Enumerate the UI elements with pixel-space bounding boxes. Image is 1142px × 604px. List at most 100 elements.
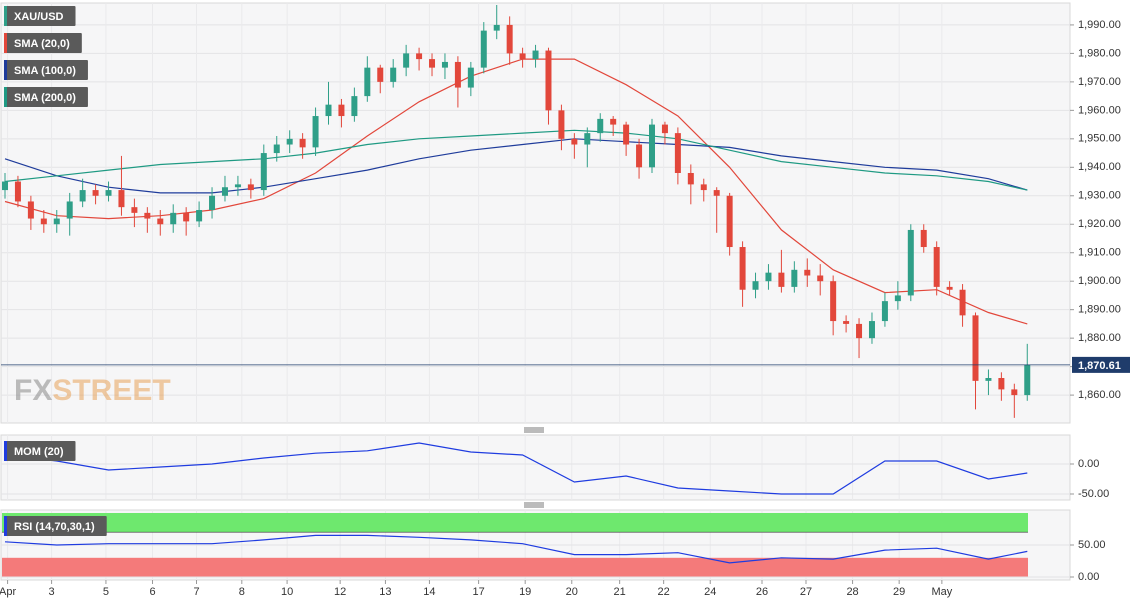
candle-body <box>118 190 125 208</box>
candle-body <box>661 124 668 134</box>
candle-body <box>377 67 384 82</box>
candle-body <box>403 53 410 68</box>
y-tick-label: 1,950.00 <box>1078 133 1121 145</box>
candle-body <box>260 153 267 191</box>
candle-body <box>791 269 798 287</box>
candle-body <box>674 133 681 173</box>
candle-body <box>14 181 21 202</box>
watermark: FXSTREET <box>14 374 171 407</box>
candle-body <box>519 53 526 60</box>
x-tick-label: 22 <box>658 586 670 598</box>
candle-body <box>338 104 345 117</box>
legend-swatch <box>4 33 7 53</box>
candle-body <box>713 190 720 196</box>
legend-entry: RSI (14,70,30,1) <box>4 516 107 536</box>
candle-body <box>636 144 643 168</box>
legend-box <box>4 87 88 107</box>
indicator-line <box>4 129 1028 191</box>
x-tick-label: 10 <box>281 586 293 598</box>
candle-body <box>623 124 630 145</box>
y-tick-label: 1,860.00 <box>1078 389 1121 401</box>
x-tick-label: 26 <box>756 586 768 598</box>
candle-body <box>998 378 1005 390</box>
candle-body <box>1011 389 1018 396</box>
candle-body <box>247 184 254 191</box>
candle-body <box>390 67 397 82</box>
legend-box <box>4 6 76 26</box>
candle-body <box>597 118 604 134</box>
candle-body <box>868 321 875 339</box>
candle-body <box>558 110 565 139</box>
candle-body <box>843 321 850 324</box>
candle-body <box>66 201 73 219</box>
candle-body <box>881 301 888 322</box>
legend-entry: SMA (20,0) <box>4 33 82 53</box>
candle-body <box>144 212 151 219</box>
legend-label: RSI (14,70,30,1) <box>14 521 95 533</box>
candle-body <box>53 218 60 225</box>
legend-entry: XAU/USD <box>4 6 76 26</box>
candle-body <box>687 172 694 185</box>
panel <box>0 2 1071 424</box>
y-tick-label: 1,890.00 <box>1078 304 1121 316</box>
x-tick-label: 12 <box>334 586 346 598</box>
candle-body <box>209 195 216 211</box>
candle-body <box>364 67 371 97</box>
watermark-part: STREET <box>52 374 170 407</box>
y-tick-label: 1,900.00 <box>1078 275 1121 287</box>
candle-body <box>610 118 617 125</box>
legend-swatch <box>4 441 7 461</box>
indicator-line <box>4 138 1028 194</box>
candle-body <box>196 210 203 222</box>
candle-body <box>649 124 655 168</box>
y-tick-label: 0.00 <box>1078 458 1099 470</box>
legend-box <box>4 60 88 80</box>
candle-body <box>1024 364 1031 396</box>
candle-body <box>40 218 47 225</box>
last-price-box <box>1072 356 1130 373</box>
candle-body <box>985 378 992 381</box>
y-tick-label: 1,960.00 <box>1078 104 1121 116</box>
candle-body <box>752 281 759 290</box>
candle-body <box>312 116 319 148</box>
indicator-line <box>4 534 1028 564</box>
x-tick-label: 24 <box>704 586 716 598</box>
candle-body <box>894 295 901 302</box>
x-tick-label: 13 <box>379 586 391 598</box>
candle-body <box>946 286 953 290</box>
y-tick-label: 50.00 <box>1078 539 1106 551</box>
x-tick-label: 17 <box>472 586 484 598</box>
y-tick-label: 1,990.00 <box>1078 19 1121 31</box>
candle-body <box>92 190 99 196</box>
candle-body <box>493 24 500 31</box>
panel <box>0 434 1071 501</box>
x-tick-label: 8 <box>239 586 245 598</box>
legend-swatch <box>4 60 7 80</box>
y-tick-label: -50.00 <box>1078 488 1109 500</box>
y-tick-label: 1,930.00 <box>1078 190 1121 202</box>
candle-body <box>545 50 552 111</box>
y-tick-label: 1,940.00 <box>1078 161 1121 173</box>
threshold-band <box>2 513 1028 533</box>
candle-body <box>273 144 280 154</box>
candle-body <box>454 61 461 88</box>
legend-entry: SMA (100,0) <box>4 60 88 80</box>
legend-label: SMA (100,0) <box>14 65 76 77</box>
candle-body <box>131 207 138 213</box>
x-tick-label: 21 <box>614 586 626 598</box>
legend-entry: MOM (20) <box>4 441 76 461</box>
x-tick-label: 6 <box>149 586 155 598</box>
x-tick-label: 5 <box>103 586 109 598</box>
x-tick-label: May <box>931 586 952 598</box>
x-tick-label: 14 <box>423 586 435 598</box>
candle-body <box>286 138 293 145</box>
y-tick-label: 0.00 <box>1078 571 1099 583</box>
candle-body <box>907 229 914 296</box>
x-tick-label: 29 <box>893 586 905 598</box>
x-tick-label: 20 <box>566 586 578 598</box>
candle-body <box>700 184 707 191</box>
candle-body <box>726 195 733 248</box>
last-price-label: 1,870.61 <box>1078 360 1121 372</box>
candle-body <box>467 67 474 88</box>
